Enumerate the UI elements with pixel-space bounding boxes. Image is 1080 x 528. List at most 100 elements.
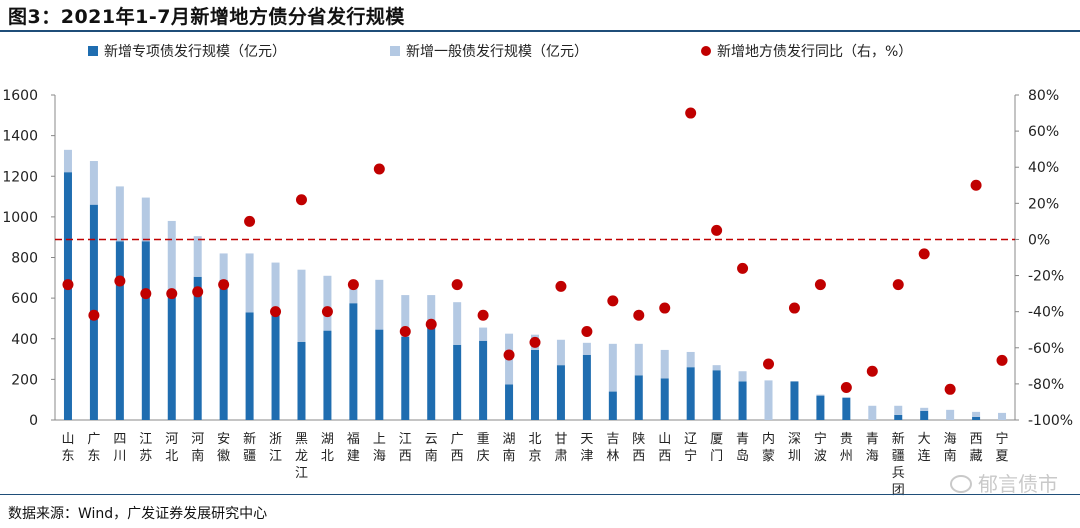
category-label: 湖南 (503, 432, 516, 464)
point-yoy (866, 365, 878, 377)
point-yoy (192, 286, 204, 298)
category-label: 陕西 (632, 432, 645, 464)
bar-general-bond (634, 343, 643, 376)
bar-special-bond (479, 340, 488, 420)
bar-series (63, 149, 1007, 420)
category-label: 新疆 (243, 431, 256, 464)
point-yoy (321, 306, 333, 318)
category-label: 新疆兵团 (892, 431, 905, 498)
bar-special-bond (245, 312, 254, 420)
right-tick-label: -60% (1028, 341, 1064, 357)
bar-special-bond (790, 381, 799, 420)
bar-special-bond (453, 344, 462, 420)
category-label: 江苏 (139, 432, 152, 464)
bar-special-bond (115, 241, 124, 420)
category-label: 海南 (944, 432, 957, 464)
bar-general-bond (271, 262, 280, 309)
category-label: 湖北 (321, 432, 334, 464)
point-yoy (477, 309, 489, 321)
category-label: 河北 (165, 432, 178, 464)
category-label: 深圳 (788, 432, 801, 464)
legend: 新增专项债发行规模（亿元） 新增一般债发行规模（亿元） 新增地方债发行同比（右，%） (88, 44, 912, 60)
point-yoy (114, 275, 126, 287)
point-yoy (244, 215, 256, 227)
bar-general-bond (738, 371, 747, 382)
point-yoy (814, 279, 826, 291)
category-label: 上海 (373, 432, 386, 464)
bar-general-bond (297, 269, 306, 342)
bar-special-bond (375, 329, 384, 420)
category-label: 广西 (451, 432, 464, 464)
bar-special-bond (634, 375, 643, 420)
point-yoy (140, 288, 152, 300)
point-yoy (685, 107, 697, 119)
category-label: 宁波 (814, 431, 827, 464)
bar-special-bond (63, 172, 72, 420)
point-yoy (62, 279, 74, 291)
legend-swatch (390, 46, 400, 56)
bar-special-bond (894, 414, 903, 420)
right-tick-label: -80% (1028, 377, 1064, 393)
x-axis: 山东广东四川江苏河北河南安徽新疆浙江黑龙江湖北福建上海江西云南广西重庆湖南北京甘… (61, 431, 1008, 498)
bar-special-bond (505, 384, 514, 420)
right-tick-label: 80% (1028, 88, 1059, 104)
category-label: 青岛 (736, 432, 749, 464)
point-yoy (788, 302, 800, 314)
bar-special-bond (427, 324, 436, 420)
bar-general-bond (115, 186, 124, 242)
category-label: 山东 (61, 432, 74, 464)
bar-special-bond (531, 349, 539, 420)
category-label: 天津 (580, 432, 593, 464)
point-yoy (166, 288, 178, 300)
bar-general-bond (660, 349, 669, 379)
bar-special-bond (608, 391, 617, 420)
watermark: 郁言债市 (950, 468, 1058, 497)
chart-title: 图3：2021年1-7月新增地方债分省发行规模 (8, 6, 405, 28)
bar-general-bond (349, 281, 358, 304)
bar-special-bond (842, 397, 851, 420)
bar-special-bond (712, 370, 721, 420)
bar-special-bond (271, 308, 280, 420)
point-yoy (270, 306, 282, 318)
left-tick-label: 1600 (2, 88, 38, 104)
bar-general-bond (972, 411, 981, 417)
bar-general-bond (556, 339, 565, 366)
point-yoy (918, 248, 930, 260)
legend-swatch (88, 46, 98, 56)
bar-general-bond (764, 380, 773, 420)
bar-special-bond (738, 381, 747, 420)
category-label: 甘肃 (554, 432, 567, 464)
point-yoy (737, 262, 749, 274)
category-label: 安徽 (217, 432, 230, 464)
bar-special-bond (816, 395, 825, 420)
right-tick-label: -100% (1028, 413, 1073, 429)
bar-special-bond (660, 378, 669, 420)
point-yoy (996, 354, 1008, 366)
point-yoy (88, 309, 100, 321)
point-yoy (503, 349, 515, 361)
category-label: 江西 (399, 432, 412, 464)
bar-general-bond (427, 295, 436, 325)
left-tick-label: 0 (29, 413, 38, 429)
title-divider (0, 30, 1080, 32)
left-tick-label: 1200 (2, 169, 38, 185)
point-yoy (295, 194, 307, 206)
right-tick-label: -40% (1028, 305, 1064, 321)
legend-label: 新增专项债发行规模（亿元） (104, 44, 286, 60)
point-yoy (607, 295, 619, 307)
point-yoy (581, 326, 593, 338)
bar-general-bond (686, 351, 695, 368)
chart: 新增专项债发行规模（亿元） 新增一般债发行规模（亿元） 新增地方债发行同比（右，%）… (2, 44, 1073, 498)
left-axis: 0 200 400 600 800 1000 1200 1400 1600 (2, 88, 1015, 429)
bar-special-bond (686, 367, 695, 420)
scatter-series (62, 107, 1008, 395)
bar-general-bond (894, 405, 903, 415)
point-yoy (425, 318, 437, 330)
bar-special-bond (582, 355, 591, 420)
bar-general-bond (167, 220, 176, 297)
category-label: 辽宁 (684, 432, 697, 464)
right-tick-label: -20% (1028, 269, 1064, 285)
point-yoy (892, 279, 904, 291)
bar-special-bond (401, 336, 410, 420)
bar-special-bond (219, 279, 228, 420)
